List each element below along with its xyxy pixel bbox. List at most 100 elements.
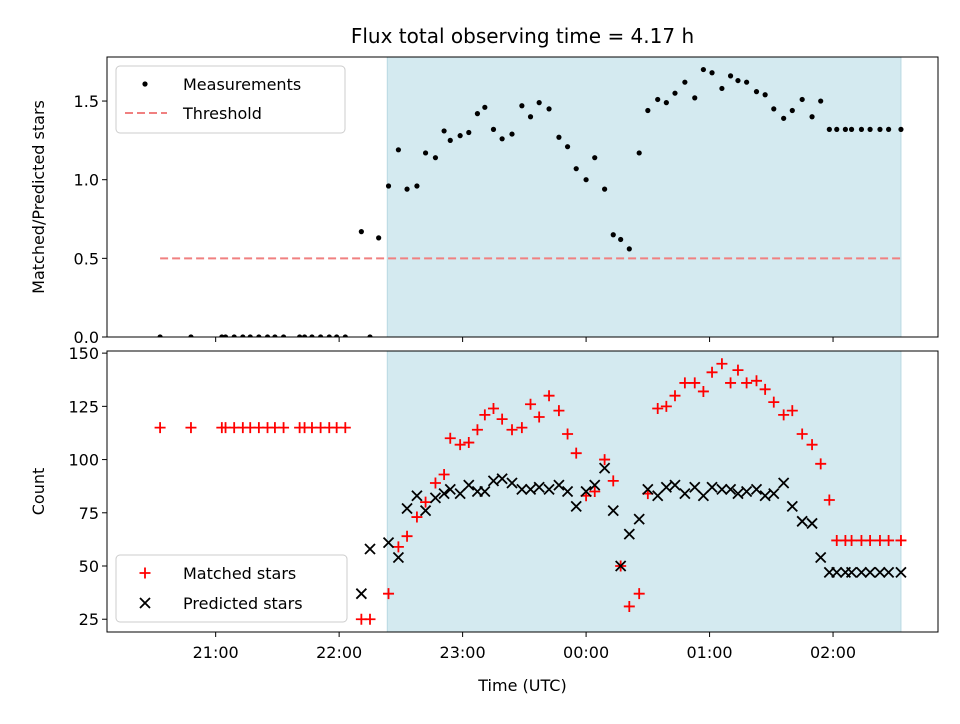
measurement-point — [367, 334, 373, 337]
measurement-point — [240, 334, 246, 337]
matched-star-point — [750, 375, 762, 387]
matched-star-point — [364, 613, 376, 625]
y-tick-label: 125 — [68, 397, 99, 416]
measurement-point — [645, 107, 651, 114]
predicted-star-point — [855, 566, 868, 579]
predicted-star-point — [778, 477, 790, 489]
axes-frame — [106, 350, 939, 633]
measurement-point — [231, 334, 237, 337]
measurement-point — [818, 98, 824, 104]
measurement-point — [536, 100, 542, 106]
plot-area — [157, 66, 904, 337]
measurement-point — [842, 126, 848, 132]
matched-star-point — [278, 422, 290, 434]
measurement-point — [592, 155, 598, 161]
measurement-point — [188, 334, 194, 337]
measurement-point — [404, 186, 410, 192]
predicted-star-point — [553, 479, 565, 491]
predicted-star-point — [750, 483, 763, 496]
matched-star-point — [623, 600, 635, 612]
predicted-star-point — [429, 492, 442, 504]
predicted-star-point — [401, 502, 413, 515]
measurement-point — [867, 126, 873, 132]
measurement-point — [546, 106, 552, 112]
matched-star-point — [895, 534, 907, 546]
measurement-point — [771, 106, 777, 112]
matched-star-point — [392, 541, 404, 553]
legend: Matched stars Predicted stars — [115, 554, 348, 623]
matched-star-point — [768, 396, 780, 408]
measurement-point — [422, 150, 429, 156]
predicted-star-point — [533, 481, 545, 493]
matched-star-point — [815, 458, 827, 470]
predicted-star-point — [411, 490, 423, 502]
legend-label: Measurements — [183, 75, 301, 94]
measurement-point — [490, 126, 497, 132]
matched-star-point — [796, 428, 808, 440]
measurement-point — [519, 103, 525, 109]
predicted-star-point — [463, 479, 475, 491]
matched-star-point — [429, 477, 441, 489]
predicted-star-point — [444, 483, 456, 496]
x-tick-label: 23:00 — [440, 643, 486, 662]
measurement-point — [457, 133, 463, 139]
measurement-point — [898, 126, 904, 132]
predicted-star-point — [706, 481, 718, 493]
predicted-star-point — [364, 543, 376, 555]
predicted-star-point — [642, 483, 654, 496]
predicted-star-point — [697, 490, 710, 502]
plot-area — [154, 358, 907, 625]
y-tick-label: 1.5 — [74, 92, 99, 111]
legend-label: Threshold — [182, 104, 262, 123]
matched-star-point — [411, 511, 423, 523]
matched-star-point — [533, 411, 545, 423]
matched-star-point — [570, 447, 582, 459]
measurement-point — [509, 131, 515, 137]
count-panel: 25 50 75 100 125 150 21:00 22:00 23:00 00:00 01:00… — [29, 344, 939, 695]
measurement-point — [482, 104, 488, 110]
y-tick-label: 50 — [79, 557, 99, 576]
measurement-point — [564, 144, 571, 150]
matched-star-point — [607, 475, 619, 487]
measurement-point — [692, 95, 698, 101]
matched-star-point — [725, 377, 737, 389]
measurement-point — [447, 137, 453, 143]
predicted-star-point — [759, 490, 771, 502]
measurement-point — [744, 79, 750, 85]
matched-star-point — [401, 530, 413, 542]
measurement-point — [432, 155, 439, 161]
axes-frame — [106, 56, 939, 338]
x-tick-label: 21:00 — [193, 643, 239, 662]
predicted-star-point — [679, 487, 691, 500]
matched-star-point — [778, 409, 790, 421]
predicted-star-point — [570, 500, 582, 513]
matched-star-point — [883, 534, 895, 546]
y-axis-label: Matched/Predicted stars — [29, 100, 48, 294]
measurement-point — [334, 334, 340, 337]
measurement-point — [602, 186, 608, 192]
measurement-point — [799, 96, 805, 103]
predicted-star-point — [786, 500, 798, 513]
y-tick-label: 75 — [79, 504, 99, 523]
matched-star-point — [525, 398, 537, 410]
matched-star-point — [479, 409, 491, 421]
measurement-point — [301, 334, 308, 337]
y-tick-label: 1.0 — [74, 171, 99, 190]
matched-star-point — [438, 468, 450, 480]
matched-star-point — [562, 428, 574, 440]
measurement-point — [441, 128, 447, 134]
predicted-star-point — [716, 483, 728, 496]
y-tick-label: 25 — [79, 610, 99, 629]
matched-star-point — [846, 534, 858, 546]
predicted-star-point — [589, 479, 601, 491]
measurement-point — [358, 229, 364, 235]
matched-star-point — [516, 422, 528, 434]
matched-star-point — [741, 377, 753, 389]
predicted-star-point — [815, 551, 827, 564]
legend-measurement-marker — [142, 81, 148, 87]
matched-star-point — [339, 422, 351, 434]
matched-star-point — [660, 400, 672, 412]
measurement-point — [709, 70, 715, 76]
predicted-star-point — [768, 487, 780, 500]
measurement-point — [414, 183, 420, 189]
